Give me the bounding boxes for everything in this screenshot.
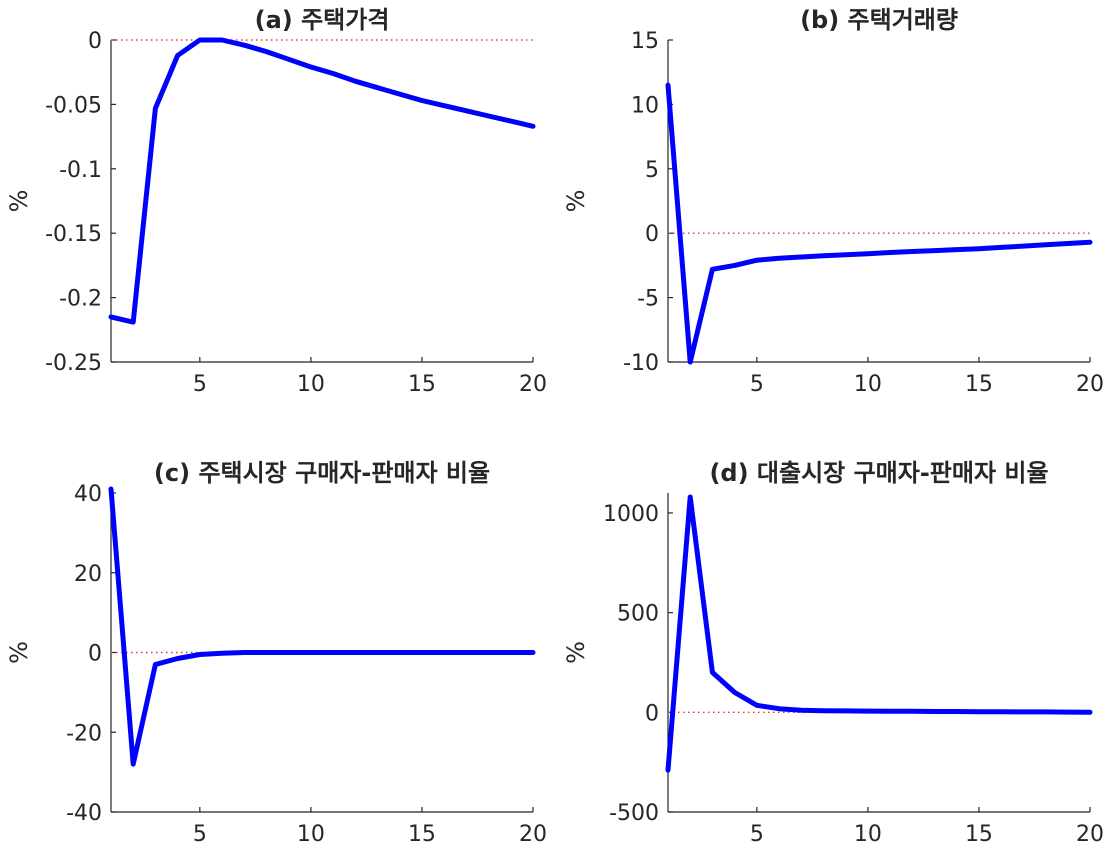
y-tick-label: -500	[609, 801, 659, 826]
panel-b: (b) 주택거래량 5 10 15 20 15 10 5 0 -5 -10%	[562, 6, 1104, 397]
x-tick-label: 10	[854, 822, 882, 847]
y-tick-label: -5	[637, 287, 659, 312]
y-tick-label: -10	[623, 351, 659, 376]
y-tick-label: -0.1	[59, 158, 102, 183]
x-tick-label: 20	[1076, 372, 1104, 397]
y-tick-label: -0.15	[45, 222, 102, 247]
y-tick-label: -40	[66, 801, 102, 826]
panel-b-title: (b) 주택거래량	[800, 6, 958, 34]
y-tick-label: 0	[88, 29, 102, 54]
y-axis-label: %	[5, 190, 33, 213]
x-tick-label: 15	[965, 822, 993, 847]
y-tick-label: -0.25	[45, 351, 102, 376]
y-tick-label: 0	[645, 222, 659, 247]
y-tick-label: 500	[617, 602, 659, 627]
panel-c: (c) 주택시장 구매자-판매자 비율 5 10 15 20 40 20 0 -20 -40%	[5, 459, 547, 847]
series-line	[108, 486, 536, 767]
y-tick-label: 15	[631, 29, 659, 54]
y-axis-label: %	[5, 641, 33, 664]
x-tick-label: 20	[519, 372, 547, 397]
y-axis-label: %	[562, 190, 590, 213]
series-line	[665, 82, 1093, 365]
y-tick-label: -20	[66, 721, 102, 746]
panel-a-title: (a) 주택가격	[255, 6, 390, 34]
x-tick-label: 5	[193, 822, 207, 847]
panel-a: (a) 주택가격 5 10 15 20 0 -0.05 -0.1 -0.15 -0.2 -0.25%	[5, 6, 547, 397]
y-tick-label: 10	[631, 93, 659, 118]
x-tick-label: 10	[854, 372, 882, 397]
x-tick-label: 20	[519, 822, 547, 847]
y-tick-label: 5	[645, 158, 659, 183]
panel-d: (d) 대출시장 구매자-판매자 비율 5 10 15 20 1000 500 0 -500%	[562, 459, 1104, 847]
y-tick-label: -0.2	[59, 287, 102, 312]
x-tick-label: 10	[297, 372, 325, 397]
x-tick-label: 20	[1076, 822, 1104, 847]
y-tick-label: -0.05	[45, 93, 102, 118]
x-tick-label: 5	[750, 822, 764, 847]
y-tick-label: 40	[74, 482, 102, 507]
x-tick-label: 15	[965, 372, 993, 397]
y-tick-label: 0	[88, 642, 102, 667]
y-axis-label: %	[562, 641, 590, 664]
x-tick-label: 10	[297, 822, 325, 847]
x-tick-label: 5	[193, 372, 207, 397]
series-line	[108, 37, 536, 325]
series-line	[665, 494, 1093, 773]
panel-d-title: (d) 대출시장 구매자-판매자 비율	[709, 459, 1048, 487]
x-tick-label: 5	[750, 372, 764, 397]
x-tick-label: 15	[408, 822, 436, 847]
y-tick-label: 0	[645, 701, 659, 726]
y-tick-label: 1000	[603, 502, 659, 527]
y-tick-label: 20	[74, 562, 102, 587]
x-tick-label: 15	[408, 372, 436, 397]
panel-c-title: (c) 주택시장 구매자-판매자 비율	[154, 459, 490, 487]
